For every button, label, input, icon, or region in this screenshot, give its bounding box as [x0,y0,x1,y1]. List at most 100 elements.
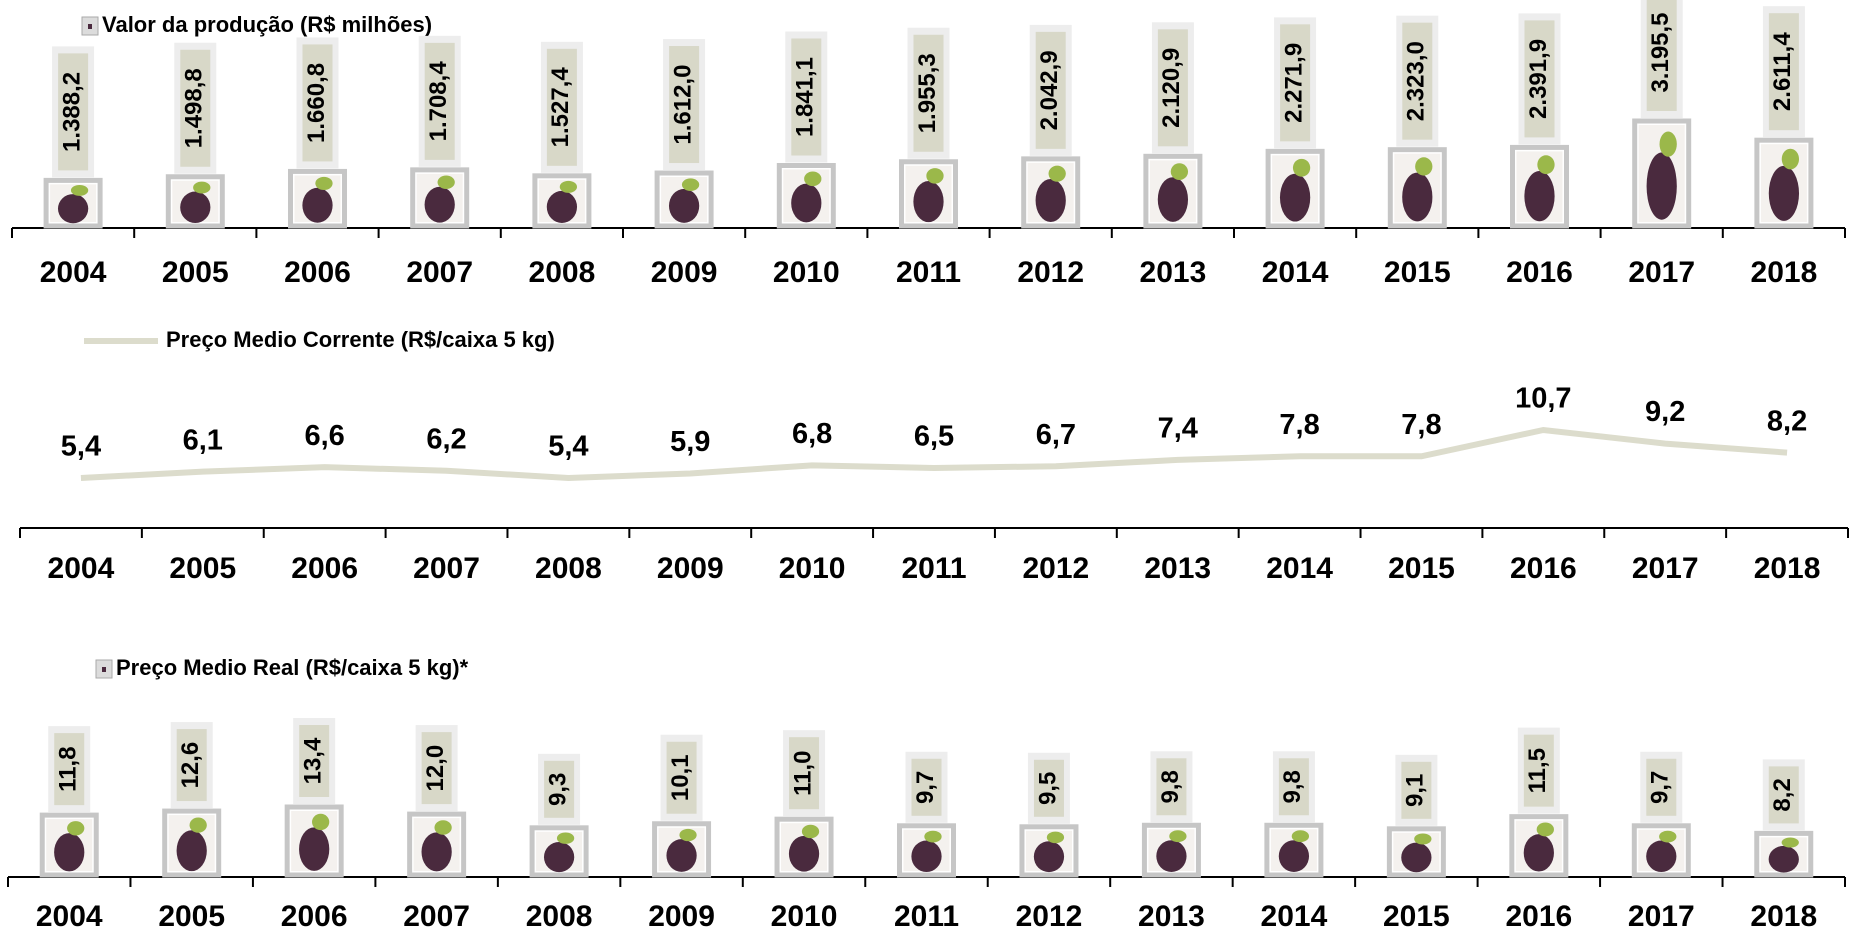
value-label: 6,1 [183,424,223,456]
bar-group [165,174,225,229]
x-tick-label: 2009 [657,552,724,585]
bar-group [407,811,467,878]
value-label: 8,2 [1767,405,1807,437]
value-label: 1.660,8 [303,63,330,143]
value-label: 9,7 [912,771,939,804]
grape-leaf [1537,155,1555,175]
x-tick-label: 2010 [779,552,846,585]
line [80,426,1788,482]
x-tick-label: 2011 [901,552,966,585]
grape-leaf [1659,830,1677,843]
label-box [1156,758,1187,816]
x-tick-label: 2010 [771,900,838,931]
label-box [180,49,211,167]
x-tick-label: 2015 [1383,900,1450,931]
label-box [911,758,942,816]
x-tick-label: 2017 [1628,900,1695,931]
bar-group [1631,823,1691,878]
bar-group [1754,830,1814,878]
x-tick-label: 2018 [1754,552,1821,585]
grape-leaf [67,821,85,836]
label-box [58,53,89,171]
value-label: 13,4 [300,737,327,784]
x-tick-label: 2015 [1384,256,1451,289]
bar-group [284,804,344,878]
grape-bunch [424,186,455,223]
grape-leaf [437,175,455,189]
x-tick-label: 2011 [894,900,959,931]
label-box [544,760,575,818]
value-label: 12,0 [422,745,449,792]
x-tick-label: 2017 [1628,256,1695,289]
value-label: 1.612,0 [669,64,696,144]
grape-bunch [1278,840,1310,873]
x-tick-label: 2014 [1262,256,1329,289]
grape-bunch [1524,170,1555,222]
bar-group [1021,156,1081,229]
value-label: 5,4 [61,431,101,463]
grape-leaf [312,813,330,831]
x-tick-label: 2004 [36,900,103,931]
value-label: 6,7 [1036,419,1076,451]
grape-leaf [926,168,944,184]
x-tick-label: 2012 [1022,552,1089,585]
value-label: 9,2 [1645,396,1685,428]
label-box [666,741,697,814]
x-tick-label: 2005 [169,552,236,585]
value-label: 9,3 [544,773,571,806]
value-label: 1.708,4 [425,61,452,142]
x-tick-label: 2013 [1144,552,1211,585]
x-tick-label: 2016 [1505,900,1572,931]
value-label: 2.323,0 [1403,41,1430,121]
value-label: 8,2 [1769,778,1796,811]
value-label: 6,8 [792,418,832,450]
grape-bunch [1523,834,1554,872]
bar-group [1509,814,1569,878]
x-tick-label: 2016 [1510,552,1577,585]
x-tick-label: 2006 [284,256,351,289]
value-label: 9,7 [1647,771,1674,804]
value-label: 2.611,4 [1769,32,1796,111]
x-tick-label: 2018 [1751,256,1818,289]
grape-bunch [1157,177,1189,222]
bar-group [899,159,958,229]
value-label: 9,8 [1157,770,1184,803]
grape-bunch [1279,173,1311,222]
bar-group [43,177,103,229]
x-tick-label: 2004 [48,552,115,585]
value-label: 5,9 [670,426,710,458]
label-box [1401,761,1432,819]
value-label: 7,4 [1158,413,1198,445]
bar-group [1510,144,1569,229]
x-tick-label: 2011 [896,256,961,289]
bar-group [652,821,712,878]
grape-bunch [668,188,700,223]
grape-leaf [1781,148,1800,170]
label-box [421,732,452,805]
value-label: 9,8 [1279,770,1306,803]
value-label: 6,2 [426,423,466,455]
x-tick-label: 2008 [529,256,596,289]
legend-swatch-inner [88,24,92,29]
value-label: 10,7 [1515,383,1571,415]
grape-bunch [54,833,85,872]
bar-group [39,812,99,878]
grape-leaf [189,817,207,833]
value-label: 2.271,9 [1280,43,1307,123]
label-box [176,729,207,802]
bar-group [1143,153,1203,229]
x-tick-label: 2018 [1750,900,1817,931]
x-tick-label: 2016 [1506,256,1573,289]
grape-leaf [1292,158,1311,177]
grape-leaf [1781,837,1799,848]
value-label: 7,8 [1279,409,1319,441]
label-box [1523,734,1554,807]
label-box [1033,759,1064,817]
grape-leaf [801,824,820,839]
grape-bunch [176,830,207,872]
bar-group [288,168,347,229]
grape-bunch [911,840,942,873]
label-box [1157,29,1188,147]
label-box [1646,0,1677,111]
grape-leaf [681,178,700,192]
